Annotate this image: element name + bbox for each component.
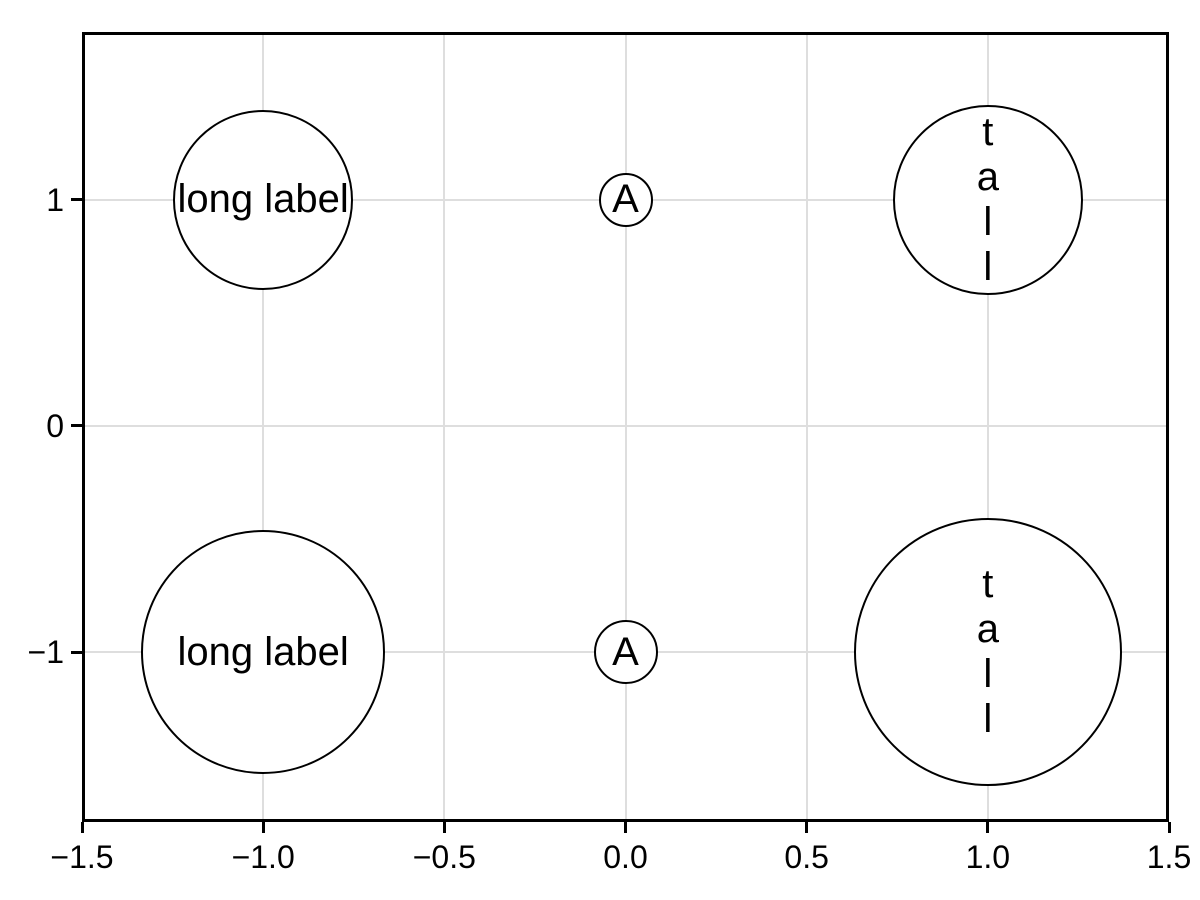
x-tick-label: −1.0: [231, 839, 295, 875]
x-tick-label: 0.5: [784, 839, 829, 875]
y-gridline: [85, 424, 1166, 427]
y-tick-mark: [71, 198, 82, 201]
data-point-bubble: long label: [141, 530, 386, 775]
y-tick-label: 0: [46, 407, 64, 444]
y-tick-mark: [71, 650, 82, 654]
plot-frame: [82, 32, 1169, 822]
data-point-bubble: long label: [173, 109, 354, 290]
x-tick-label: −1.5: [50, 839, 114, 875]
data-point-bubble: A: [598, 172, 653, 227]
x-tick-mark: [442, 822, 446, 833]
x-tick-mark: [986, 822, 990, 833]
x-tick-mark: [80, 822, 84, 833]
y-tick-label: 1: [46, 181, 64, 218]
x-gridline: [624, 35, 627, 819]
x-tick-mark: [261, 822, 265, 833]
x-gridline: [262, 35, 265, 819]
data-point-bubble: t a l l: [853, 518, 1122, 787]
y-tick-mark: [71, 424, 82, 428]
x-tick-label: 1.5: [1146, 839, 1192, 875]
x-gridline: [805, 35, 808, 819]
data-point-bubble: A: [593, 620, 658, 685]
x-tick-label: 1.0: [965, 839, 1011, 875]
x-gridline: [986, 35, 989, 819]
x-tick-mark: [624, 822, 627, 833]
x-gridline: [443, 35, 446, 819]
x-tick-mark: [805, 822, 809, 833]
x-tick-label: 0.0: [603, 839, 648, 875]
x-tick-mark: [1167, 822, 1171, 833]
x-tick-label: −0.5: [412, 839, 476, 875]
y-tick-label: −1: [27, 634, 64, 671]
data-point-bubble: t a l l: [892, 104, 1083, 295]
